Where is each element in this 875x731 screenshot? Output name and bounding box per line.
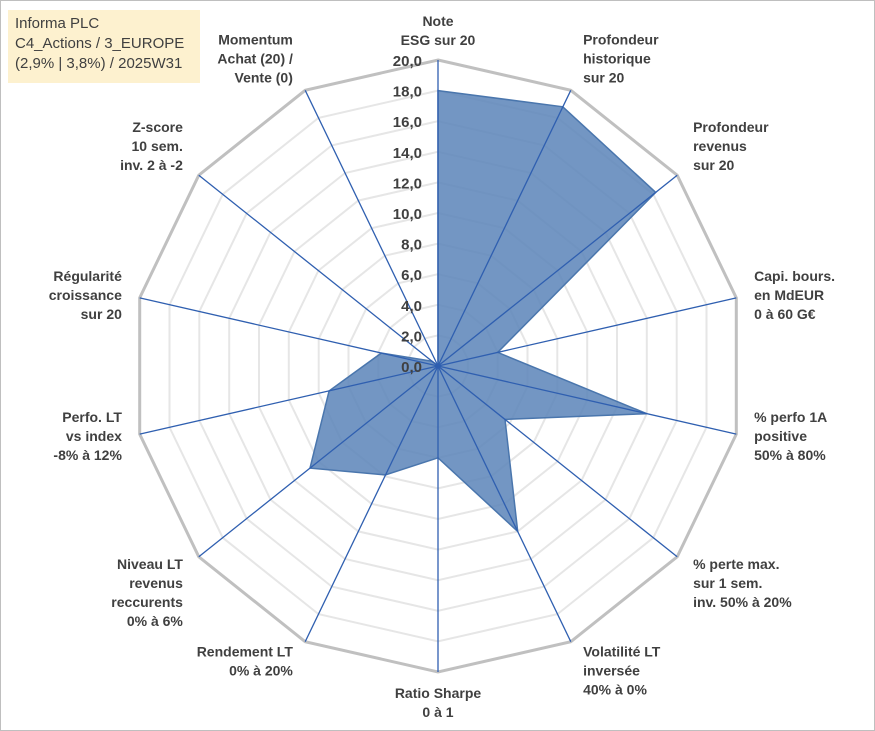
axis-label: Rendement LT 0% à 20% [197, 644, 294, 679]
axis-label-line: 40% à 0% [583, 682, 647, 698]
axis-label: % perte max. sur 1 sem. inv. 50% à 20% [693, 556, 792, 610]
axis-label-line: ESG sur 20 [401, 32, 476, 48]
axis-label-line: sur 1 sem. [693, 575, 762, 591]
axis-label-line: % perte max. [693, 556, 779, 572]
axis-label: Niveau LT revenus reccurents 0% à 6% [111, 556, 183, 629]
axis-label-line: Ratio Sharpe [395, 685, 482, 701]
axis-spoke [437, 365, 737, 435]
axis-label-line: Momentum [218, 31, 293, 47]
axis-label-line: croissance [49, 287, 122, 303]
axis-label-line: Régularité [53, 268, 122, 284]
axis-spoke [198, 365, 439, 558]
radar-spokes [139, 60, 737, 672]
axis-spoke [198, 174, 439, 367]
radar-tick-labels: 0,0 2,0 4,0 6,0 8,0 10,0 12,0 14,0 16,0 18,0 20,0 [393, 53, 422, 376]
radar-series [309, 89, 657, 534]
axis-spoke [304, 90, 439, 367]
axis-label-line: 0% à 6% [127, 613, 184, 629]
axis-spoke [437, 297, 737, 367]
radar-axis-labels: Note ESG sur 20 Profondeur historique sur 20… [49, 13, 835, 720]
axis-spoke [139, 365, 439, 435]
axis-label-line: revenus [129, 575, 183, 591]
axis-spoke [437, 365, 572, 642]
axis-label-line: 0 à 1 [422, 704, 453, 720]
axis-label-line: % perfo 1A [754, 409, 827, 425]
axis-label-line: Vente (0) [235, 69, 293, 85]
tick-label: 2,0 [401, 328, 422, 345]
axis-label: Momentum Achat (20) / Vente (0) [217, 31, 293, 85]
axis-label-line: Perfo. LT [62, 409, 122, 425]
axis-spoke [437, 90, 572, 367]
axis-label-line: 50% à 80% [754, 447, 826, 463]
series-area [309, 89, 657, 534]
axis-spoke [139, 297, 439, 367]
axis-label-line: Niveau LT [117, 556, 183, 572]
axis-label: Volatilité LT inversée 40% à 0% [583, 644, 661, 698]
axis-label-line: sur 20 [693, 157, 734, 173]
axis-label-line: sur 20 [81, 306, 122, 322]
tick-label: 20,0 [393, 53, 422, 70]
axis-label-line: Profondeur [583, 31, 659, 47]
axis-label-line: Volatilité LT [583, 644, 661, 660]
tick-label: 14,0 [393, 145, 422, 162]
axis-label: Z-score 10 sem. inv. 2 à -2 [120, 119, 183, 173]
axis-label-line: 10 sem. [132, 138, 183, 154]
axis-label-line: revenus [693, 138, 747, 154]
axis-label-line: 0 à 60 G€ [754, 306, 816, 322]
axis-label: Capi. bours. en MdEUR 0 à 60 G€ [754, 268, 835, 322]
tick-label: 18,0 [393, 84, 422, 101]
tick-label: 8,0 [401, 237, 422, 254]
tick-label: 16,0 [393, 114, 422, 131]
axis-label-line: en MdEUR [754, 287, 824, 303]
axis-label-line: sur 20 [583, 69, 624, 85]
tick-label: 0,0 [401, 359, 422, 376]
axis-label-line: vs index [66, 428, 122, 444]
axis-label-line: historique [583, 50, 651, 66]
axis-label: Régularité croissance sur 20 [49, 268, 122, 322]
axis-label: Profondeur historique sur 20 [583, 31, 659, 85]
axis-label: Note ESG sur 20 [401, 13, 476, 48]
axis-label-line: Achat (20) / [217, 50, 293, 66]
axis-label-line: Z-score [132, 119, 183, 135]
info-period: (2,9% | 3,8%) / 2025W31 [15, 55, 183, 72]
tick-label: 10,0 [393, 206, 422, 223]
axis-label: Ratio Sharpe 0 à 1 [395, 685, 482, 720]
axis-label-line: Profondeur [693, 119, 769, 135]
info-box: Informa PLC C4_Actions / 3_EUROPE (2,9% … [8, 10, 200, 83]
axis-label-line: Note [422, 13, 453, 29]
axis-label-line: inv. 50% à 20% [693, 594, 792, 610]
info-category: C4_Actions / 3_EUROPE [15, 35, 185, 52]
axis-label-line: -8% à 12% [53, 447, 122, 463]
axis-spoke [437, 365, 678, 558]
info-company: Informa PLC [15, 15, 100, 32]
axis-label-line: inversée [583, 663, 640, 679]
axis-spoke [304, 365, 439, 642]
tick-label: 12,0 [393, 175, 422, 192]
tick-label: 6,0 [401, 267, 422, 284]
axis-spoke [437, 174, 678, 367]
axis-label-line: inv. 2 à -2 [120, 157, 183, 173]
axis-label: Perfo. LT vs index -8% à 12% [53, 409, 122, 463]
axis-label-line: Rendement LT [197, 644, 294, 660]
axis-label: Profondeur revenus sur 20 [693, 119, 769, 173]
axis-label-line: Capi. bours. [754, 268, 835, 284]
axis-label-line: 0% à 20% [229, 663, 293, 679]
tick-label: 4,0 [401, 298, 422, 315]
axis-label-line: reccurents [111, 594, 183, 610]
axis-label-line: positive [754, 428, 807, 444]
axis-label: % perfo 1A positive 50% à 80% [754, 409, 827, 463]
